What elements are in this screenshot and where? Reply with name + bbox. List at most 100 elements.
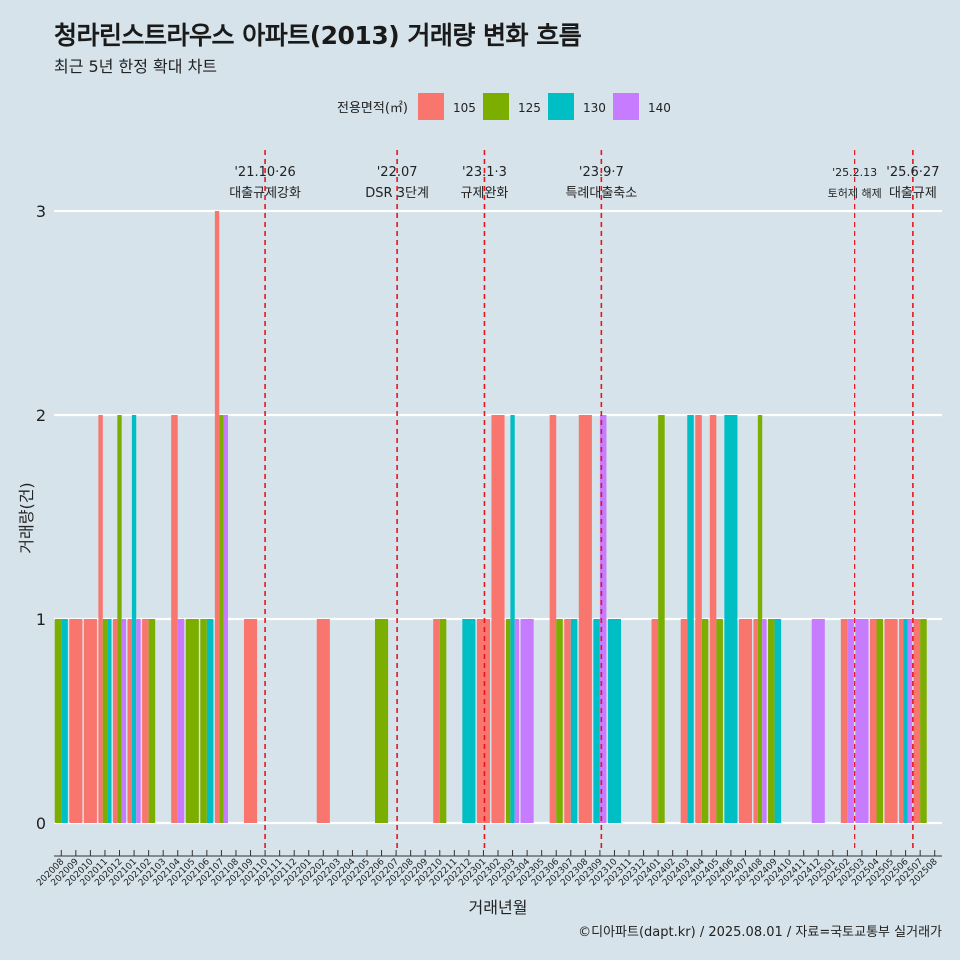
bar-202404-105 bbox=[695, 415, 702, 823]
bar-202503-140 bbox=[855, 619, 869, 823]
chart-title: 청라린스트라우스 아파트(2013) 거래량 변화 흐름 bbox=[54, 21, 582, 50]
legend-swatch-130 bbox=[548, 93, 574, 120]
bar-202104-140 bbox=[177, 619, 185, 823]
bar-202405-125 bbox=[716, 619, 723, 823]
bar-202506-130 bbox=[903, 619, 908, 823]
x-axis: 2020082020092020102020112020122021012021… bbox=[35, 850, 942, 888]
legend-swatch-105 bbox=[418, 93, 444, 120]
bar-202202-105 bbox=[316, 619, 330, 823]
legend-title: 전용면적(㎡) bbox=[337, 101, 408, 116]
bar-202506-105 bbox=[899, 619, 904, 823]
bar-202505-105 bbox=[884, 619, 898, 823]
event-date-2: '23.1·3 bbox=[462, 165, 507, 180]
bar-202011-125 bbox=[102, 619, 108, 823]
bar-202306-125 bbox=[556, 619, 563, 823]
bar-202012-125 bbox=[117, 415, 122, 823]
event-label-2: 규제완화 bbox=[461, 186, 509, 201]
bar-202212-130 bbox=[462, 619, 476, 823]
x-axis-label: 거래년월 bbox=[469, 898, 528, 917]
source-caption: ©디아파트(dapt.kr) / 2025.08.01 / 자료=국토교통부 실… bbox=[578, 925, 942, 940]
bar-202506-140 bbox=[907, 619, 913, 823]
bar-202408-105 bbox=[753, 619, 758, 823]
event-date-0: '21.10·26 bbox=[234, 165, 295, 180]
bar-202206-125 bbox=[374, 619, 389, 823]
legend-swatch-140 bbox=[613, 93, 639, 120]
bar-202307-130 bbox=[570, 619, 578, 823]
bar-202101-130 bbox=[131, 415, 137, 823]
bar-202102-105 bbox=[142, 619, 149, 823]
bar-202304-140 bbox=[520, 619, 534, 823]
bar-series bbox=[54, 211, 927, 823]
y-axis: 0 1 2 3 bbox=[36, 202, 46, 833]
bar-202210-125 bbox=[439, 619, 447, 823]
legend-label-125: 125 bbox=[518, 101, 541, 115]
legend: 전용면적(㎡) 105 125 130 140 bbox=[337, 93, 671, 120]
bar-202109-105 bbox=[243, 619, 258, 823]
event-label-5: 대출규제 bbox=[889, 186, 937, 201]
bar-202010-105 bbox=[83, 619, 97, 823]
event-date-5: '25.6·27 bbox=[886, 165, 939, 180]
bar-202309-140 bbox=[599, 415, 607, 823]
bar-202303-125 bbox=[506, 619, 511, 823]
bar-202504-105 bbox=[869, 619, 877, 823]
bar-202011-130 bbox=[107, 619, 112, 823]
legend-label-130: 130 bbox=[583, 101, 606, 115]
y-tick-label: 2 bbox=[36, 406, 46, 425]
bar-202408-140 bbox=[762, 619, 767, 823]
bar-202101-105 bbox=[127, 619, 132, 823]
bar-202309-130 bbox=[593, 619, 600, 823]
bar-202404-125 bbox=[701, 619, 709, 823]
bar-202107-140 bbox=[223, 415, 228, 823]
bar-202303-140 bbox=[514, 619, 520, 823]
bar-202401-125 bbox=[658, 415, 665, 823]
y-tick-label: 3 bbox=[36, 202, 46, 221]
bar-202008-130 bbox=[61, 619, 68, 823]
bar-202406-130 bbox=[724, 415, 738, 823]
bar-202507-125 bbox=[920, 619, 927, 823]
bar-202012-105 bbox=[112, 619, 118, 823]
bar-202104-105 bbox=[171, 415, 178, 823]
bar-202105-125 bbox=[185, 619, 199, 823]
bar-202502-105 bbox=[840, 619, 848, 823]
event-date-1: '22.07 bbox=[377, 165, 418, 180]
bar-202009-105 bbox=[69, 619, 83, 823]
bar-202303-130 bbox=[510, 415, 515, 823]
event-label-0: 대출규제강화 bbox=[229, 186, 301, 201]
bar-202011-105 bbox=[98, 415, 103, 823]
bar-202302-105 bbox=[491, 415, 505, 823]
event-label-4: 토허제 해제 bbox=[828, 186, 882, 200]
bar-202308-105 bbox=[578, 415, 592, 823]
bar-202403-130 bbox=[687, 415, 694, 823]
y-tick-label: 1 bbox=[36, 610, 46, 629]
chart-subtitle: 최근 5년 한정 확대 차트 bbox=[54, 57, 218, 76]
bar-202407-105 bbox=[738, 619, 753, 823]
bar-202409-125 bbox=[768, 619, 775, 823]
event-label-1: DSR 3단계 bbox=[365, 186, 429, 201]
legend-label-105: 105 bbox=[453, 101, 476, 115]
event-date-3: '23.9·7 bbox=[579, 165, 624, 180]
bar-202310-130 bbox=[607, 619, 622, 823]
bar-202403-105 bbox=[680, 619, 688, 823]
bar-202210-105 bbox=[433, 619, 440, 823]
bar-202401-105 bbox=[651, 619, 659, 823]
event-label-3: 특례대출축소 bbox=[565, 186, 637, 201]
bar-202101-140 bbox=[136, 619, 141, 823]
bar-202012-140 bbox=[121, 619, 127, 823]
bar-202306-105 bbox=[549, 415, 557, 823]
bar-202412-140 bbox=[811, 619, 825, 823]
bar-202107-125 bbox=[219, 415, 224, 823]
event-markers: '21.10·26 대출규제강화 '22.07 DSR 3단계 '23.1·3 규제완화 '… bbox=[229, 150, 939, 850]
legend-swatch-125 bbox=[483, 93, 509, 120]
bar-202507-105 bbox=[913, 619, 921, 823]
bar-202106-125 bbox=[200, 619, 207, 823]
bar-202408-125 bbox=[757, 415, 763, 823]
bar-202107-105 bbox=[214, 211, 220, 823]
bar-202307-105 bbox=[564, 619, 571, 823]
bar-202102-125 bbox=[148, 619, 156, 823]
bar-202409-130 bbox=[774, 619, 782, 823]
bar-202106-130 bbox=[206, 619, 214, 823]
y-tick-label: 0 bbox=[36, 814, 46, 833]
bar-202502-140 bbox=[847, 619, 854, 823]
bar-202008-125 bbox=[54, 619, 62, 823]
